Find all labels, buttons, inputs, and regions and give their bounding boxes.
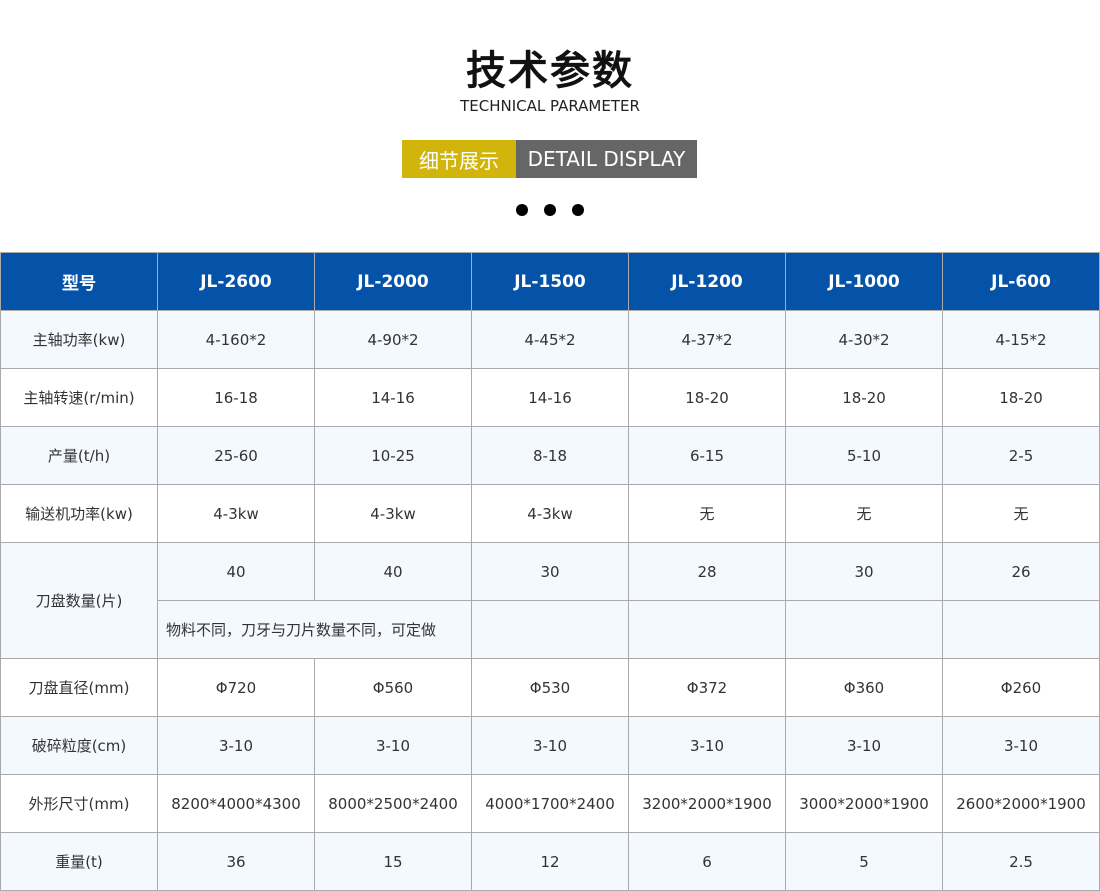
table-cell: Φ720 xyxy=(157,658,315,717)
table-cell: 无 xyxy=(628,484,786,543)
table-cell: 40 xyxy=(157,542,315,601)
row-label: 产量(t/h) xyxy=(0,426,158,485)
table-cell: 3-10 xyxy=(471,716,629,775)
table-cell: 8-18 xyxy=(471,426,629,485)
table-row: 刀盘数量(片) 40 40 30 28 30 26 xyxy=(0,542,1100,659)
table-cell: 4-37*2 xyxy=(628,310,786,369)
table-cell: 40 xyxy=(314,542,472,601)
table-cell: 3-10 xyxy=(157,716,315,775)
table-row: 外形尺寸(mm) 8200*4000*4300 8000*2500*2400 4000… xyxy=(0,774,1100,833)
column-header: JL-600 xyxy=(942,252,1100,311)
table-row: 输送机功率(kw) 4-3kw 4-3kw 4-3kw 无无无 xyxy=(0,484,1100,543)
row-label: 主轴功率(kw) xyxy=(0,310,158,369)
table-cell: 4-45*2 xyxy=(471,310,629,369)
table-cell: 4-3kw xyxy=(314,484,472,543)
table-row: 产量(t/h) 25-60 10-25 8-18 6-15 5-10 2-5 xyxy=(0,426,1100,485)
table-cell: 4-160*2 xyxy=(157,310,315,369)
table-cell: 4-15*2 xyxy=(942,310,1100,369)
row-label: 刀盘数量(片) xyxy=(0,542,158,659)
table-cell: 18-20 xyxy=(942,368,1100,427)
table-cell: 3-10 xyxy=(942,716,1100,775)
table-cell: 30 xyxy=(471,542,629,601)
table-cell: 3-10 xyxy=(628,716,786,775)
table-cell: 14-16 xyxy=(471,368,629,427)
table-cell: 4-3kw xyxy=(471,484,629,543)
table-cell: 5-10 xyxy=(785,426,943,485)
table-cell: 26 xyxy=(942,542,1100,601)
column-header: JL-2600 xyxy=(157,252,315,311)
dots-decoration xyxy=(516,204,584,216)
table-cell: 4-90*2 xyxy=(314,310,472,369)
table-cell: 18-20 xyxy=(785,368,943,427)
table-cell: 6-15 xyxy=(628,426,786,485)
row-label: 重量(t) xyxy=(0,832,158,891)
detail-display-badge: 细节展示 DETAIL DISPLAY xyxy=(402,140,697,178)
page-subtitle: TECHNICAL PARAMETER xyxy=(460,97,640,115)
table-cell: 2600*2000*1900 xyxy=(942,774,1100,833)
table-cell: Φ360 xyxy=(785,658,943,717)
table-cell: 12 xyxy=(471,832,629,891)
table-cell: 2-5 xyxy=(942,426,1100,485)
badge-cn: 细节展示 xyxy=(402,140,516,178)
table-cell: 6 xyxy=(628,832,786,891)
table-cell: 10-25 xyxy=(314,426,472,485)
table-cell: 4-3kw xyxy=(157,484,315,543)
column-header: JL-1500 xyxy=(471,252,629,311)
table-cell: 8200*4000*4300 xyxy=(157,774,315,833)
table-cell: 4-30*2 xyxy=(785,310,943,369)
column-header: JL-2000 xyxy=(314,252,472,311)
table-cell: 2.5 xyxy=(942,832,1100,891)
table-cell: 3-10 xyxy=(314,716,472,775)
table-cell: 25-60 xyxy=(157,426,315,485)
table-cell: 4000*1700*2400 xyxy=(471,774,629,833)
column-header: 型号 xyxy=(0,252,158,311)
row-label: 破碎粒度(cm) xyxy=(0,716,158,775)
table-cell: 30 xyxy=(785,542,943,601)
row-label: 主轴转速(r/min) xyxy=(0,368,158,427)
empty-cell xyxy=(471,600,629,659)
table-row: 主轴功率(kw) 4-160*2 4-90*2 4-45*2 4-37*2 4-30*2 4… xyxy=(0,310,1100,369)
row-label: 刀盘直径(mm) xyxy=(0,658,158,717)
table-row: 重量(t) 36 15 12 6 5 2.5 xyxy=(0,832,1100,891)
table-cell: 15 xyxy=(314,832,472,891)
table-cell: 8000*2500*2400 xyxy=(314,774,472,833)
empty-cell xyxy=(628,600,786,659)
table-cell: 16-18 xyxy=(157,368,315,427)
note-cell: 物料不同，刀牙与刀片数量不同，可定做 xyxy=(157,600,472,659)
table-cell: 3-10 xyxy=(785,716,943,775)
table-cell: 无 xyxy=(785,484,943,543)
column-header: JL-1000 xyxy=(785,252,943,311)
empty-cell xyxy=(942,600,1100,659)
table-row: 刀盘直径(mm) Φ720 Φ560 Φ530 Φ372 Φ360 Φ260 xyxy=(0,658,1100,717)
table-cell: 28 xyxy=(628,542,786,601)
spec-table: 型号 JL-2600 JL-2000 JL-1500 JL-1200 JL-1000 JL-… xyxy=(0,252,1100,891)
table-cell: Φ560 xyxy=(314,658,472,717)
table-cell: Φ530 xyxy=(471,658,629,717)
table-cell: Φ260 xyxy=(942,658,1100,717)
table-cell: 3000*2000*1900 xyxy=(785,774,943,833)
row-label: 外形尺寸(mm) xyxy=(0,774,158,833)
table-row: 主轴转速(r/min) 16-18 14-16 14-16 18-20 18-20 18-2… xyxy=(0,368,1100,427)
table-cell: 14-16 xyxy=(314,368,472,427)
row-label: 输送机功率(kw) xyxy=(0,484,158,543)
table-cell: 无 xyxy=(942,484,1100,543)
table-cell: 36 xyxy=(157,832,315,891)
table-cell: 18-20 xyxy=(628,368,786,427)
table-cell: 3200*2000*1900 xyxy=(628,774,786,833)
table-cell: Φ372 xyxy=(628,658,786,717)
page-title: 技术参数 xyxy=(466,48,634,94)
column-header: JL-1200 xyxy=(628,252,786,311)
table-cell: 5 xyxy=(785,832,943,891)
table-row: 破碎粒度(cm) 3-10 3-10 3-10 3-10 3-10 3-10 xyxy=(0,716,1100,775)
badge-en: DETAIL DISPLAY xyxy=(516,140,697,178)
empty-cell xyxy=(785,600,943,659)
table-row: 物料不同，刀牙与刀片数量不同，可定做 xyxy=(1,600,1100,659)
